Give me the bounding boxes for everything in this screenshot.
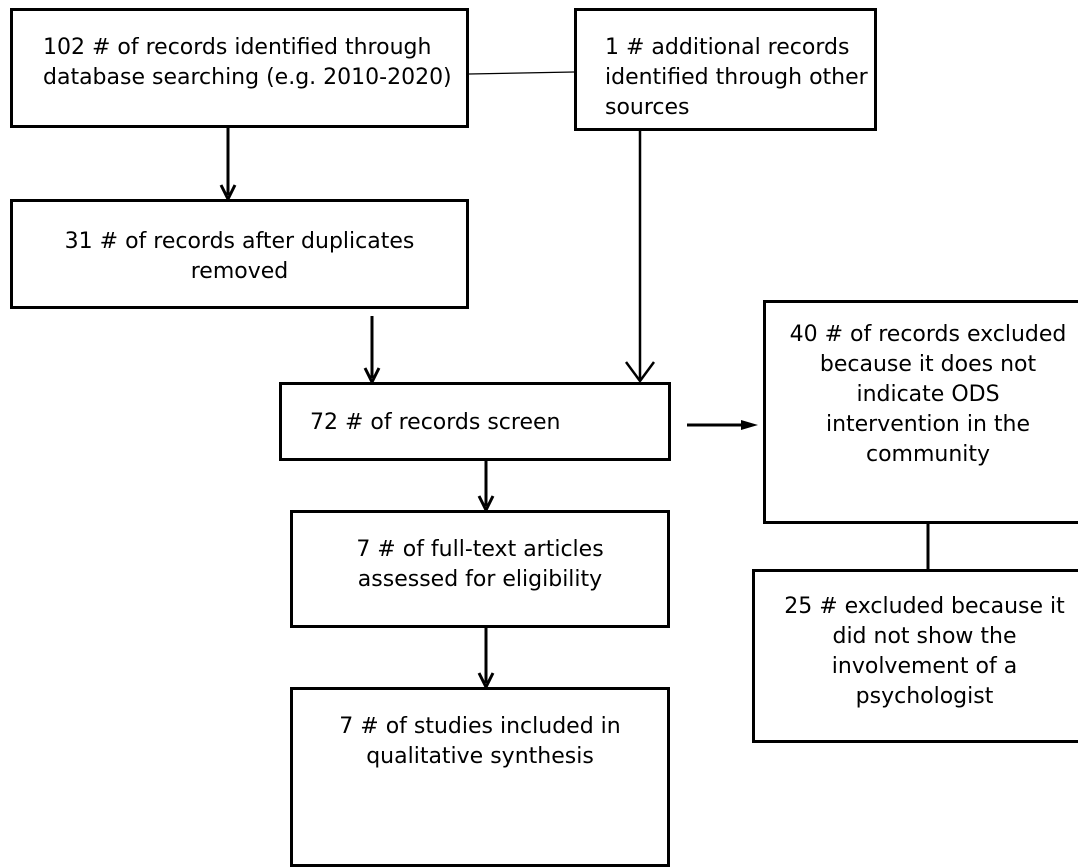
box-records-excluded-screening-text: 40 # of records excluded because it does… [789,322,1067,467]
box-records-after-duplicates: 31 # of records after duplicates removed [10,199,469,309]
box-records-after-duplicates-text: 31 # of records after duplicates removed [64,229,415,284]
arrow-other-to-screen-head [624,361,656,384]
arrow-screen-to-excluded-head [741,420,758,430]
connector-db-to-other [468,71,575,75]
box-studies-included-text: 7 # of studies included in qualitative s… [339,714,621,769]
box-records-identified-other-text: 1 # additional records identified throug… [605,35,868,120]
box-full-text-assessed-text: 7 # of full-text articles assessed for e… [356,537,604,592]
box-records-identified-database-text: 102 # of records identified through data… [43,35,452,90]
box-studies-included: 7 # of studies included in qualitative s… [290,687,670,867]
box-records-screened-text: 72 # of records screen [310,410,561,435]
box-records-identified-other: 1 # additional records identified throug… [574,8,877,131]
box-excluded-full-text: 25 # excluded because it did not show th… [752,569,1078,743]
box-excluded-full-text-text: 25 # excluded because it did not show th… [784,594,1065,709]
box-records-identified-database: 102 # of records identified through data… [10,8,469,128]
box-records-excluded-screening: 40 # of records excluded because it does… [763,300,1078,524]
box-records-screened: 72 # of records screen [279,382,671,461]
box-full-text-assessed: 7 # of full-text articles assessed for e… [290,510,670,628]
